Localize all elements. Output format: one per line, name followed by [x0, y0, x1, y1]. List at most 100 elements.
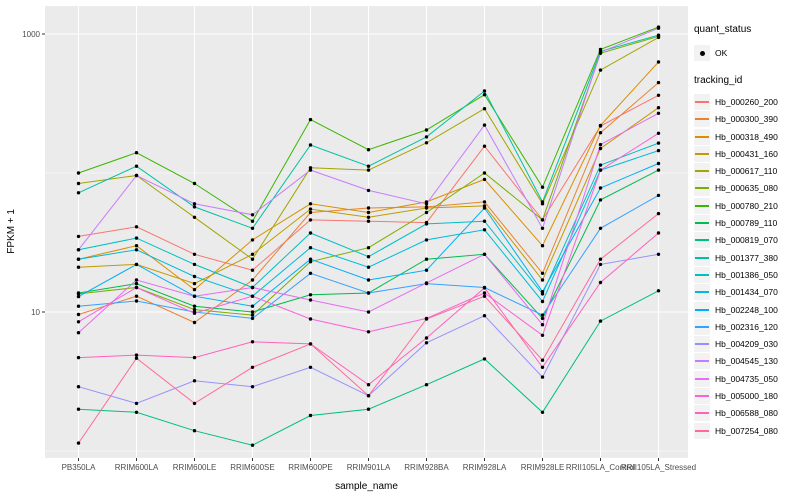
legend-entry-Hb_001377_380: Hb_001377_380 — [694, 249, 800, 266]
data-point-Hb_000635_080 — [250, 313, 255, 317]
data-point-Hb_001377_380 — [250, 226, 255, 230]
data-point-Hb_002248_100 — [540, 290, 545, 294]
data-point-Hb_007254_080 — [76, 441, 81, 445]
legend-line-key-icon — [694, 197, 710, 214]
data-point-Hb_006588_080 — [250, 340, 255, 344]
data-point-Hb_000819_070 — [656, 289, 661, 293]
data-point-Hb_006588_080 — [192, 355, 197, 360]
legend-line-key-icon — [694, 318, 710, 335]
data-point-Hb_004545_130 — [134, 173, 139, 178]
data-point-Hb_007254_080 — [134, 356, 139, 360]
legend-line-key-icon — [694, 145, 710, 162]
legend-entry-Hb_001386_050: Hb_001386_050 — [694, 266, 800, 283]
data-point-Hb_004735_050 — [308, 298, 313, 302]
data-point-Hb_005000_180 — [540, 333, 545, 337]
data-point-Hb_000617_110 — [598, 68, 603, 72]
data-point-Hb_001434_070 — [134, 248, 139, 252]
data-point-Hb_000431_160 — [598, 146, 603, 151]
data-point-Hb_001434_070 — [366, 265, 371, 269]
data-point-Hb_004735_050 — [250, 285, 255, 290]
legend-entry-Hb_000819_070: Hb_000819_070 — [694, 232, 800, 249]
y-axis-title: FPKM + 1 — [6, 209, 17, 254]
data-point-Hb_000789_110 — [598, 198, 603, 202]
data-point-Hb_000789_110 — [250, 310, 255, 314]
data-point-Hb_001434_070 — [308, 246, 313, 250]
data-point-Hb_002248_100 — [424, 268, 429, 272]
series-color-line-icon — [695, 343, 709, 346]
legend-line-key-icon — [694, 353, 710, 370]
data-point-Hb_004545_130 — [308, 168, 313, 172]
series-color-line-icon — [695, 412, 709, 415]
data-point-Hb_002316_120 — [598, 226, 603, 230]
data-point-Hb_004735_050 — [598, 142, 603, 147]
data-point-Hb_007254_080 — [250, 365, 255, 369]
data-point-Hb_000617_110 — [424, 141, 429, 145]
legend-entry-label: Hb_000431_160 — [715, 148, 778, 159]
data-point-Hb_000300_390 — [250, 278, 255, 282]
data-point-Hb_000431_160 — [250, 252, 255, 256]
legend-entry-Hb_002316_120: Hb_002316_120 — [694, 318, 800, 335]
series-color-line-icon — [695, 429, 709, 432]
data-point-Hb_001386_050 — [598, 163, 603, 167]
data-point-Hb_007254_080 — [656, 211, 661, 216]
legend-line-key-icon — [694, 370, 710, 387]
x-tick-label: RRIM928BA — [404, 463, 449, 472]
data-point-Hb_004545_130 — [598, 50, 603, 54]
data-point-Hb_000635_080 — [192, 307, 197, 312]
legend-entry-Hb_000260_200: Hb_000260_200 — [694, 93, 800, 110]
data-point-Hb_000789_110 — [76, 291, 81, 295]
data-point-Hb_000780_210 — [192, 181, 197, 186]
data-point-Hb_002248_100 — [134, 262, 139, 267]
series-color-line-icon — [695, 204, 709, 207]
data-point-Hb_004209_030 — [76, 385, 81, 389]
data-point-Hb_004735_050 — [540, 323, 545, 327]
data-point-Hb_000300_390 — [540, 271, 545, 275]
data-point-Hb_000431_160 — [76, 265, 81, 269]
data-point-Hb_000789_110 — [540, 316, 545, 321]
data-point-Hb_000617_110 — [482, 107, 487, 111]
data-point-Hb_000780_210 — [424, 128, 429, 132]
legend-entry-label: Hb_002316_120 — [715, 321, 778, 332]
legend-entry-label: Hb_000789_110 — [715, 218, 778, 229]
series-color-line-icon — [695, 325, 709, 328]
data-point-Hb_000789_110 — [192, 304, 197, 308]
data-point-Hb_000789_110 — [134, 281, 139, 286]
legend-entry-label: Hb_000260_200 — [715, 96, 778, 107]
data-point-Hb_000431_160 — [366, 215, 371, 219]
data-point-Hb_004545_130 — [76, 248, 81, 252]
data-point-Hb_001377_380 — [192, 205, 197, 209]
data-point-Hb_000819_070 — [540, 410, 545, 414]
legend-entry-label: Hb_005000_180 — [715, 390, 778, 401]
legend-line-key-icon — [694, 422, 710, 439]
legend-line-key-icon — [694, 128, 710, 145]
data-point-Hb_000635_080 — [366, 246, 371, 250]
data-point-Hb_004545_130 — [482, 123, 487, 127]
legend-entry-label: Hb_000617_110 — [715, 166, 778, 177]
legend-entry-quant-status: OK — [694, 44, 800, 61]
data-point-Hb_000260_200 — [482, 144, 487, 148]
data-point-Hb_006588_080 — [366, 383, 371, 387]
data-point-Hb_000260_200 — [134, 225, 139, 229]
data-point-Hb_002316_120 — [308, 271, 313, 275]
legend-entry-Hb_004545_130: Hb_004545_130 — [694, 353, 800, 370]
legend-entry-label: OK — [715, 47, 728, 58]
x-tick-label: RRIM600SE — [230, 463, 274, 472]
data-point-Hb_002316_120 — [656, 193, 661, 198]
data-point-Hb_002316_120 — [540, 313, 545, 317]
data-point-Hb_007254_080 — [482, 294, 487, 298]
legend-entry-label: Hb_007254_080 — [715, 425, 778, 436]
data-point-Hb_000780_210 — [308, 117, 313, 122]
data-point-Hb_000431_160 — [308, 207, 313, 211]
data-point-Hb_001377_380 — [366, 164, 371, 168]
legend-entry-label: Hb_006588_080 — [715, 408, 778, 419]
data-point-Hb_001386_050 — [134, 236, 139, 240]
data-point-Hb_001377_380 — [76, 191, 81, 195]
data-point-Hb_000635_080 — [540, 218, 545, 222]
series-color-line-icon — [695, 308, 709, 311]
data-point-Hb_005000_180 — [366, 330, 371, 334]
data-point-Hb_007254_080 — [192, 401, 197, 406]
series-color-line-icon — [695, 291, 709, 294]
data-point-Hb_000635_080 — [424, 210, 429, 215]
data-point-Hb_000819_070 — [134, 410, 139, 414]
